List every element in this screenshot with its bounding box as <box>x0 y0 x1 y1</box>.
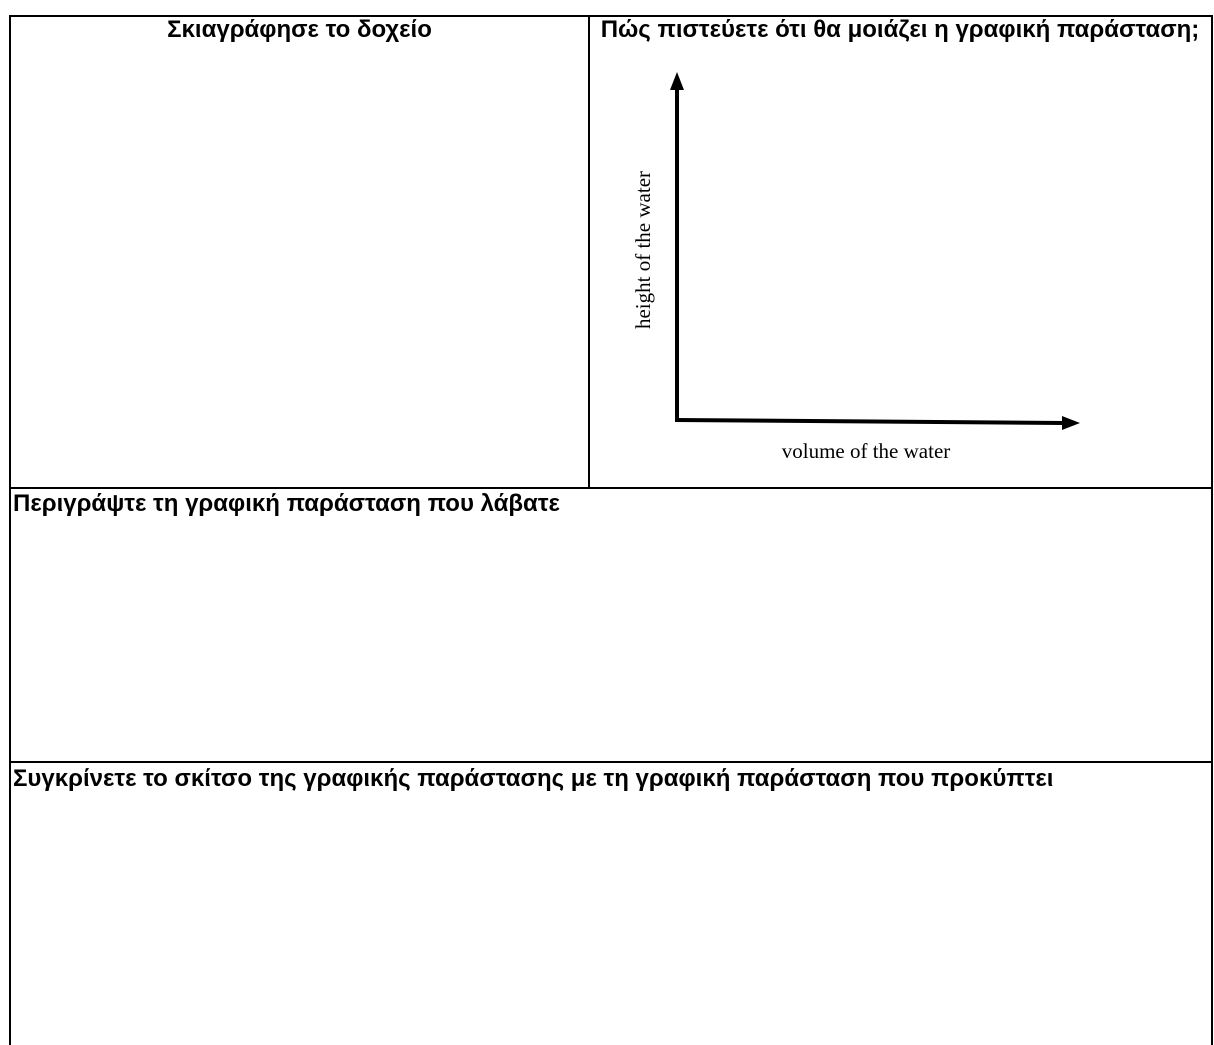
row-divider <box>9 487 1213 489</box>
describe-title: Περιγράψτε τη γραφική παράσταση που λάβα… <box>13 490 560 517</box>
table <box>9 15 1213 1045</box>
compare-title: Συγκρίνετε το σκίτσο της γραφικής παράστ… <box>13 765 1054 792</box>
row-divider <box>9 761 1213 763</box>
prediction-title: Πώς πιστεύετε ότι θα μοιάζει η γραφική π… <box>600 16 1200 43</box>
column-divider <box>588 15 590 489</box>
sketch-title: Σκιαγράφησε το δοχείο <box>167 16 432 43</box>
